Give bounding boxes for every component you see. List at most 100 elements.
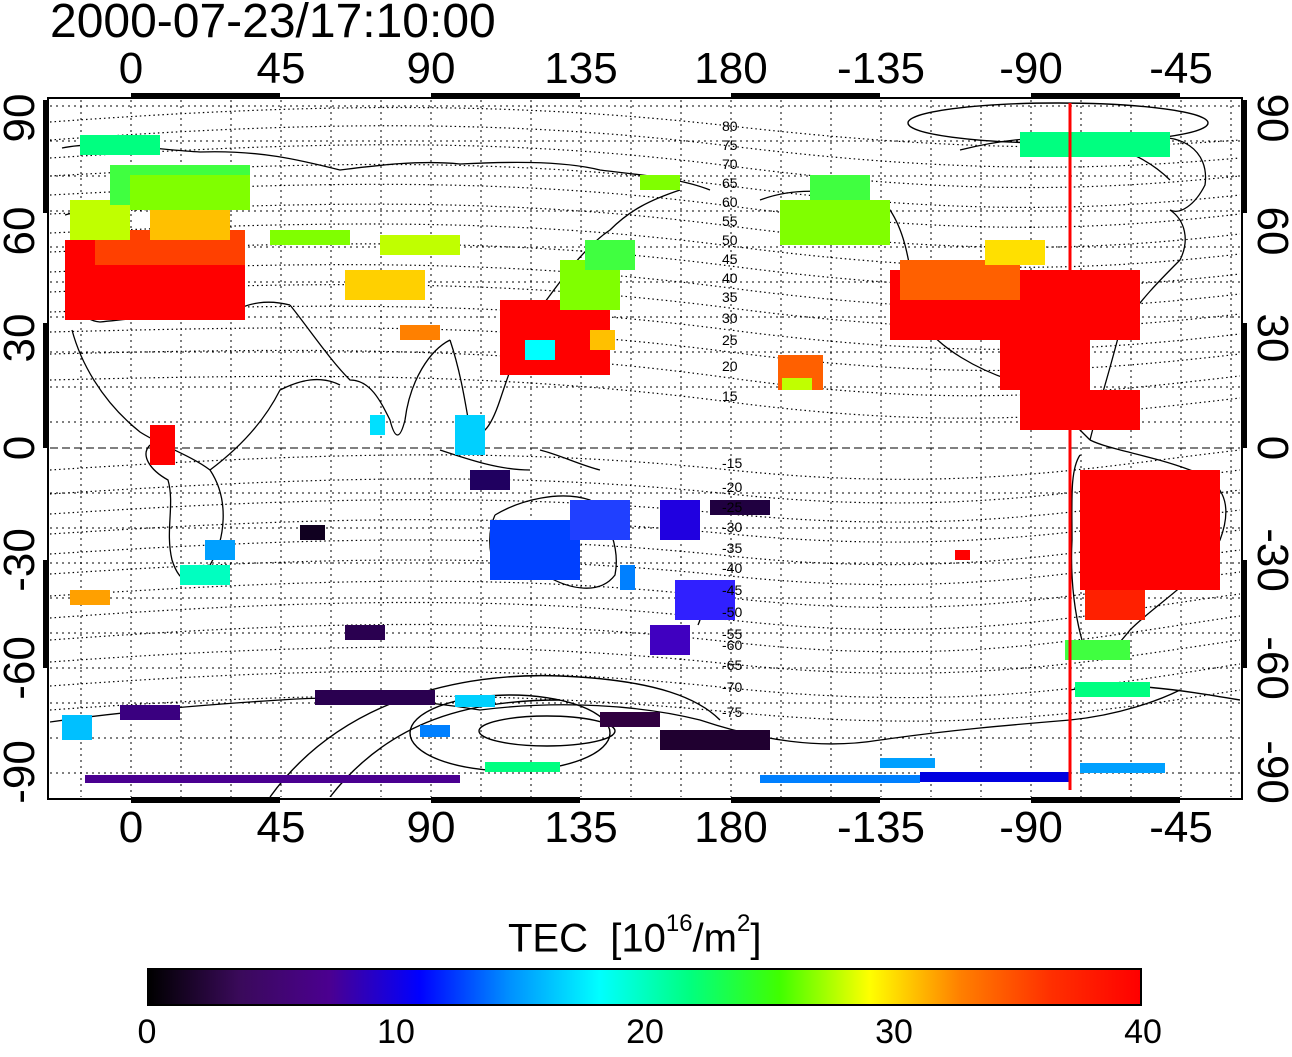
tec-patch (660, 500, 700, 540)
tec-patch (380, 235, 460, 255)
tec-patch (455, 695, 495, 707)
bottom-axis-label: 90 (406, 803, 456, 852)
bottom-axis-label: -135 (836, 803, 926, 852)
tec-patch (62, 715, 92, 740)
tec-patch (490, 520, 580, 580)
colorbar-title-text: TEC (508, 916, 588, 961)
top-axis-label: 90 (406, 44, 456, 93)
top-axis-label: 135 (544, 44, 618, 93)
tec-patch (1080, 763, 1165, 773)
tec-patch (150, 425, 175, 465)
tec-patch (590, 330, 615, 350)
tec-patch (1020, 132, 1170, 157)
tec-patch (585, 240, 635, 270)
mlat-label: -75 (722, 704, 742, 720)
tec-patch (1000, 340, 1090, 390)
tec-patch (345, 625, 385, 640)
top-axis-label: 45 (256, 44, 306, 93)
tec-patch (300, 525, 325, 540)
tec-patch (420, 725, 450, 737)
mlat-label: 30 (722, 310, 738, 326)
magnetic-lat-labels: 80 75 70 65 60 55 50 45 40 35 30 25 20 1… (722, 118, 742, 720)
mlat-label: 40 (722, 270, 738, 286)
tec-data (62, 132, 1220, 783)
tec-patch (205, 540, 235, 560)
tec-patch (620, 565, 635, 590)
mlat-label: -45 (722, 582, 742, 598)
tec-patch (675, 580, 735, 620)
tec-patch (85, 775, 460, 783)
mlat-label: -35 (722, 540, 742, 556)
tec-patch (470, 470, 510, 490)
tec-patch (180, 565, 230, 585)
mlat-label: 50 (722, 232, 738, 248)
tec-patch (120, 705, 180, 720)
tec-patch (1085, 590, 1145, 620)
tec-patch (810, 175, 870, 200)
colorbar-tick: 40 (1124, 1013, 1162, 1051)
tec-patch (955, 550, 970, 560)
tec-patch (315, 690, 435, 705)
bottom-axis-label: -45 (1149, 803, 1213, 852)
mlat-label: -60 (722, 637, 742, 653)
colorbar-tick: 10 (377, 1013, 415, 1051)
bottom-axis-label: 180 (694, 803, 768, 852)
tec-patch (1080, 470, 1220, 590)
tec-patch (710, 500, 770, 515)
tec-patch (345, 270, 425, 300)
tec-patch (270, 230, 350, 245)
tec-patch (80, 135, 160, 155)
mlat-label: 15 (722, 388, 738, 404)
tec-patch (70, 590, 110, 605)
bottom-axis-label: 0 (118, 803, 144, 852)
tec-patch (660, 730, 770, 750)
tec-patch (900, 260, 1020, 300)
mlat-label: 55 (722, 213, 738, 229)
tec-patch (150, 210, 230, 240)
frame-ticks (43, 93, 1247, 803)
colorbar-tick: 0 (137, 1013, 157, 1051)
mlat-label: 65 (722, 175, 738, 191)
tec-patch (650, 625, 690, 655)
bottom-axis-label: -90 (999, 803, 1063, 852)
mlat-label: 70 (722, 156, 738, 172)
colorbar-unit-mid: /m (692, 916, 737, 961)
mlat-label: 60 (722, 194, 738, 210)
colorbar (147, 968, 1142, 1006)
bottom-axis-label: 135 (544, 803, 618, 852)
tec-patch (1020, 390, 1140, 430)
mlat-label: -15 (722, 455, 742, 471)
tec-patch (640, 175, 680, 190)
tec-patch (485, 762, 560, 772)
mlat-label: -70 (722, 679, 742, 695)
top-axis-label: 0 (118, 44, 144, 93)
mlat-label: -40 (722, 560, 742, 576)
mlat-label: -55 (722, 626, 742, 642)
mlat-label: 20 (722, 358, 738, 374)
mlat-label: -50 (722, 604, 742, 620)
bottom-axis-label: 45 (256, 803, 306, 852)
colorbar-unit-suffix: ] (750, 916, 762, 961)
mlat-label: -20 (722, 479, 742, 495)
colorbar-title: TEC [1016/m2] (508, 908, 761, 960)
timestamp: 2000-07-23/17:10:00 (50, 0, 496, 48)
tec-patch (400, 325, 440, 340)
mlat-label: 35 (722, 289, 738, 305)
colorbar-tick: 30 (875, 1013, 913, 1051)
mlat-label: -25 (722, 499, 742, 515)
top-axis-label: 180 (694, 44, 768, 93)
tec-patch (1075, 682, 1150, 697)
tec-patch (370, 415, 385, 435)
mlat-label: 25 (722, 332, 738, 348)
colorbar-tick: 20 (626, 1013, 664, 1051)
top-axis-label: -45 (1149, 44, 1213, 93)
tec-patch (600, 712, 660, 727)
top-axis-label: -90 (999, 44, 1063, 93)
tec-patch (455, 415, 485, 455)
mlat-label: 45 (722, 251, 738, 267)
tec-patch (70, 200, 130, 240)
mlat-label: -30 (722, 519, 742, 535)
tec-patch (525, 340, 555, 360)
mlat-label: 80 (722, 118, 738, 134)
